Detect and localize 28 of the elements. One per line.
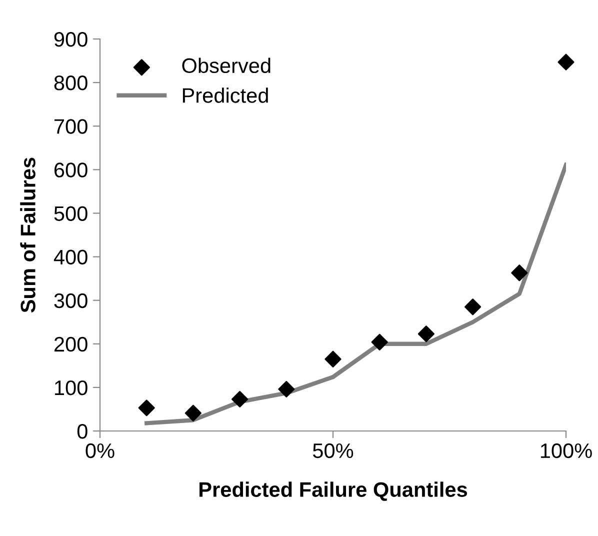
point	[418, 326, 434, 342]
y-tick-label: 800	[54, 76, 88, 90]
y-tick-label: 900	[54, 32, 88, 47]
point	[511, 264, 528, 282]
point	[138, 400, 155, 416]
x-tick-label: 100%	[540, 443, 592, 458]
y-axis-title: Sum of Failures	[20, 158, 36, 313]
point	[371, 334, 388, 350]
y-tick-label: 200	[54, 336, 88, 352]
point	[278, 380, 295, 398]
y-tick-label: 600	[54, 162, 88, 178]
y-tick-label: 500	[54, 206, 88, 221]
point	[324, 350, 342, 368]
point	[558, 54, 574, 70]
y-tick-label: 700	[54, 119, 88, 134]
point	[232, 390, 248, 408]
x-axis-title: Predicted Failure Quantiles	[200, 482, 468, 501]
x-tick-label: 0%	[86, 443, 114, 458]
legend-label: Observed	[182, 58, 270, 74]
point	[184, 404, 202, 422]
legend-label: Predicted	[182, 88, 268, 103]
y-tick-label: 100	[55, 380, 88, 396]
point	[464, 298, 482, 316]
y-tick-label: 0	[77, 424, 88, 439]
line-series	[144, 162, 566, 426]
y-tick-label: 400	[54, 250, 88, 265]
y-tick-label: 300	[54, 293, 88, 308]
x-tick-label: 50%	[312, 443, 354, 458]
